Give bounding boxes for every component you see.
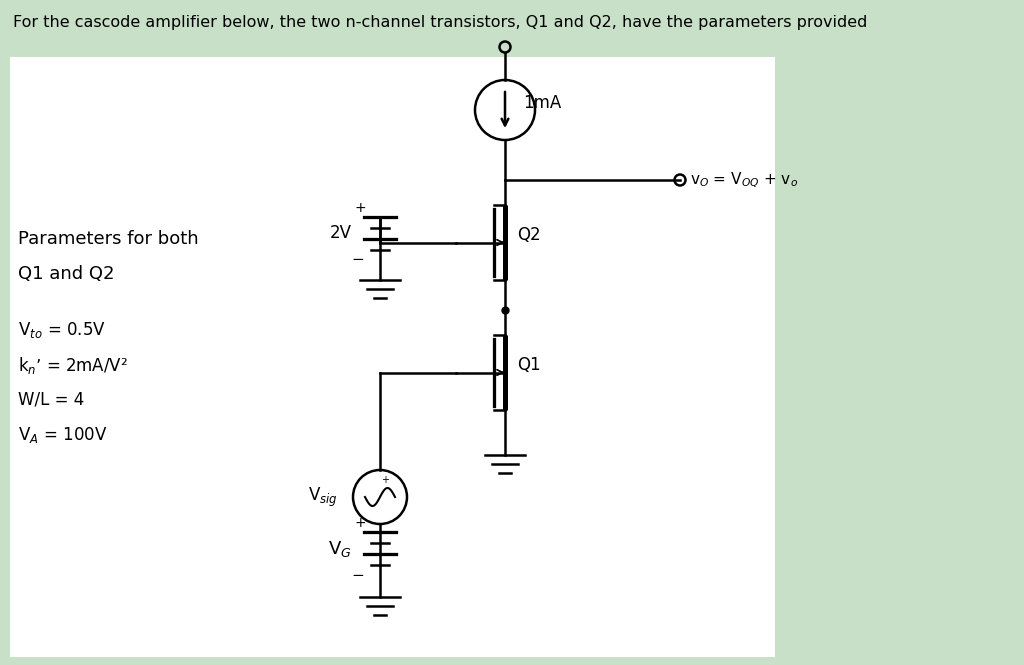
Text: +: + xyxy=(354,201,366,215)
Text: 1mA: 1mA xyxy=(523,94,561,112)
Text: V$_{to}$ = 0.5V: V$_{to}$ = 0.5V xyxy=(18,320,105,340)
FancyBboxPatch shape xyxy=(10,57,775,657)
Text: v$_O$ = V$_{OQ}$ + v$_o$: v$_O$ = V$_{OQ}$ + v$_o$ xyxy=(690,170,798,190)
Text: Q1 and Q2: Q1 and Q2 xyxy=(18,265,115,283)
Text: −: − xyxy=(351,253,365,267)
Text: Parameters for both: Parameters for both xyxy=(18,230,199,248)
Text: V$_A$ = 100V: V$_A$ = 100V xyxy=(18,425,108,445)
Text: W/L = 4: W/L = 4 xyxy=(18,390,84,408)
Text: −: − xyxy=(351,567,365,583)
Text: Q1: Q1 xyxy=(517,356,541,374)
Text: V$_{sig}$: V$_{sig}$ xyxy=(308,485,338,509)
Text: +: + xyxy=(381,475,389,485)
Text: +: + xyxy=(354,516,366,530)
Text: Q2: Q2 xyxy=(517,225,541,243)
Text: 2V: 2V xyxy=(330,225,352,243)
Text: V$_G$: V$_G$ xyxy=(329,539,352,559)
Text: For the cascode amplifier below, the two n-channel transistors, Q1 and Q2, have : For the cascode amplifier below, the two… xyxy=(13,15,867,30)
Text: k$_{n}$’ = 2mA/V²: k$_{n}$’ = 2mA/V² xyxy=(18,355,128,376)
